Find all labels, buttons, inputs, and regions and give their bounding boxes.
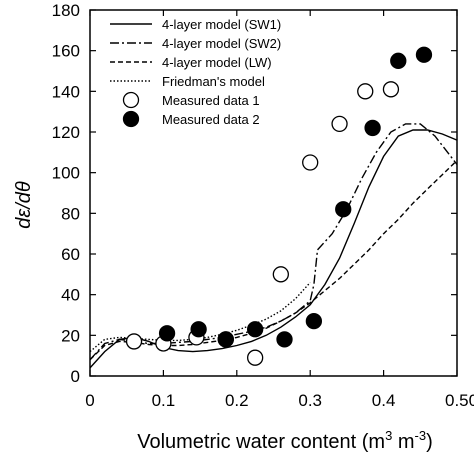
- series-line-1: [89, 123, 458, 361]
- data-point: [302, 154, 319, 171]
- legend-label: 4-layer model (LW): [162, 55, 272, 70]
- y-tick-label: 40: [61, 286, 80, 305]
- data-point: [217, 331, 234, 348]
- data-point: [272, 266, 289, 283]
- legend-label: 4-layer model (SW2): [162, 36, 281, 51]
- axis-ticks: 0 0.1 0.2 0.3 0.4 0.50 0 20 40 60 80 100 120 140 160 18…: [52, 1, 474, 410]
- plot-frame: [89, 9, 458, 377]
- series-line-2: [89, 159, 458, 361]
- x-tick-label: 0.1: [152, 391, 176, 410]
- legend-item: Measured data 2: [122, 110, 260, 128]
- legend-item: 4-layer model (LW): [110, 55, 272, 70]
- data-point: [158, 325, 176, 342]
- y-tick-label: 60: [61, 245, 80, 264]
- x-axis-label-text: Volumetric water content (m: [137, 431, 385, 453]
- data-point: [357, 83, 374, 100]
- x-tick-label: 0.2: [225, 391, 249, 410]
- data-point: [382, 81, 400, 98]
- y-tick-label: 100: [52, 164, 80, 183]
- data-point: [305, 312, 323, 330]
- x-tick-label: 0.4: [372, 391, 396, 410]
- data-point: [415, 46, 433, 63]
- legend-label: Friedman's model: [162, 74, 265, 89]
- legend-marker: [122, 91, 140, 109]
- y-tick-label: 20: [61, 326, 80, 345]
- y-axis-label: dε/dθ: [13, 181, 35, 229]
- series-layer: [89, 46, 458, 369]
- data-point: [331, 115, 348, 133]
- data-point: [125, 333, 143, 350]
- series-measured-data-2: [158, 46, 433, 348]
- legend-label: 4-layer model (SW1): [162, 17, 281, 32]
- y-tick-label: 180: [52, 1, 80, 20]
- legend-item: Measured data 1: [122, 91, 260, 109]
- data-point: [246, 349, 264, 366]
- data-point: [335, 201, 352, 218]
- series-line-0: [89, 129, 458, 369]
- x-tick-label: 0.50: [445, 391, 474, 410]
- y-tick-label: 140: [52, 82, 80, 101]
- y-tick-label: 120: [52, 123, 80, 142]
- y-tick-label: 80: [61, 204, 80, 223]
- legend-label: Measured data 2: [162, 112, 260, 127]
- y-tick-label: 160: [52, 42, 80, 61]
- data-point: [190, 321, 207, 338]
- plot-border: [89, 9, 458, 377]
- x-axis-label-end: ): [426, 431, 433, 453]
- legend-label: Measured data 1: [162, 93, 260, 108]
- legend-item: 4-layer model (SW2): [110, 36, 281, 51]
- legend-marker: [122, 110, 140, 128]
- data-point: [390, 52, 407, 69]
- data-point: [364, 119, 381, 137]
- x-axis-label-mid: m: [392, 431, 414, 453]
- x-axis-label: Volumetric water content (m3 m-3): [137, 428, 433, 453]
- y-tick-label: 0: [71, 367, 80, 386]
- data-point: [276, 331, 293, 348]
- x-tick-label: 0: [85, 391, 94, 410]
- data-point: [246, 321, 264, 338]
- legend: 4-layer model (SW1) 4-layer model (SW2) 4-…: [110, 17, 281, 128]
- x-axis-label-sup2: -3: [415, 428, 427, 443]
- legend-item: Friedman's model: [110, 74, 265, 89]
- x-axis-label-sup1: 3: [385, 428, 392, 443]
- legend-item: 4-layer model (SW1): [110, 17, 281, 32]
- x-tick-label: 0.3: [298, 391, 322, 410]
